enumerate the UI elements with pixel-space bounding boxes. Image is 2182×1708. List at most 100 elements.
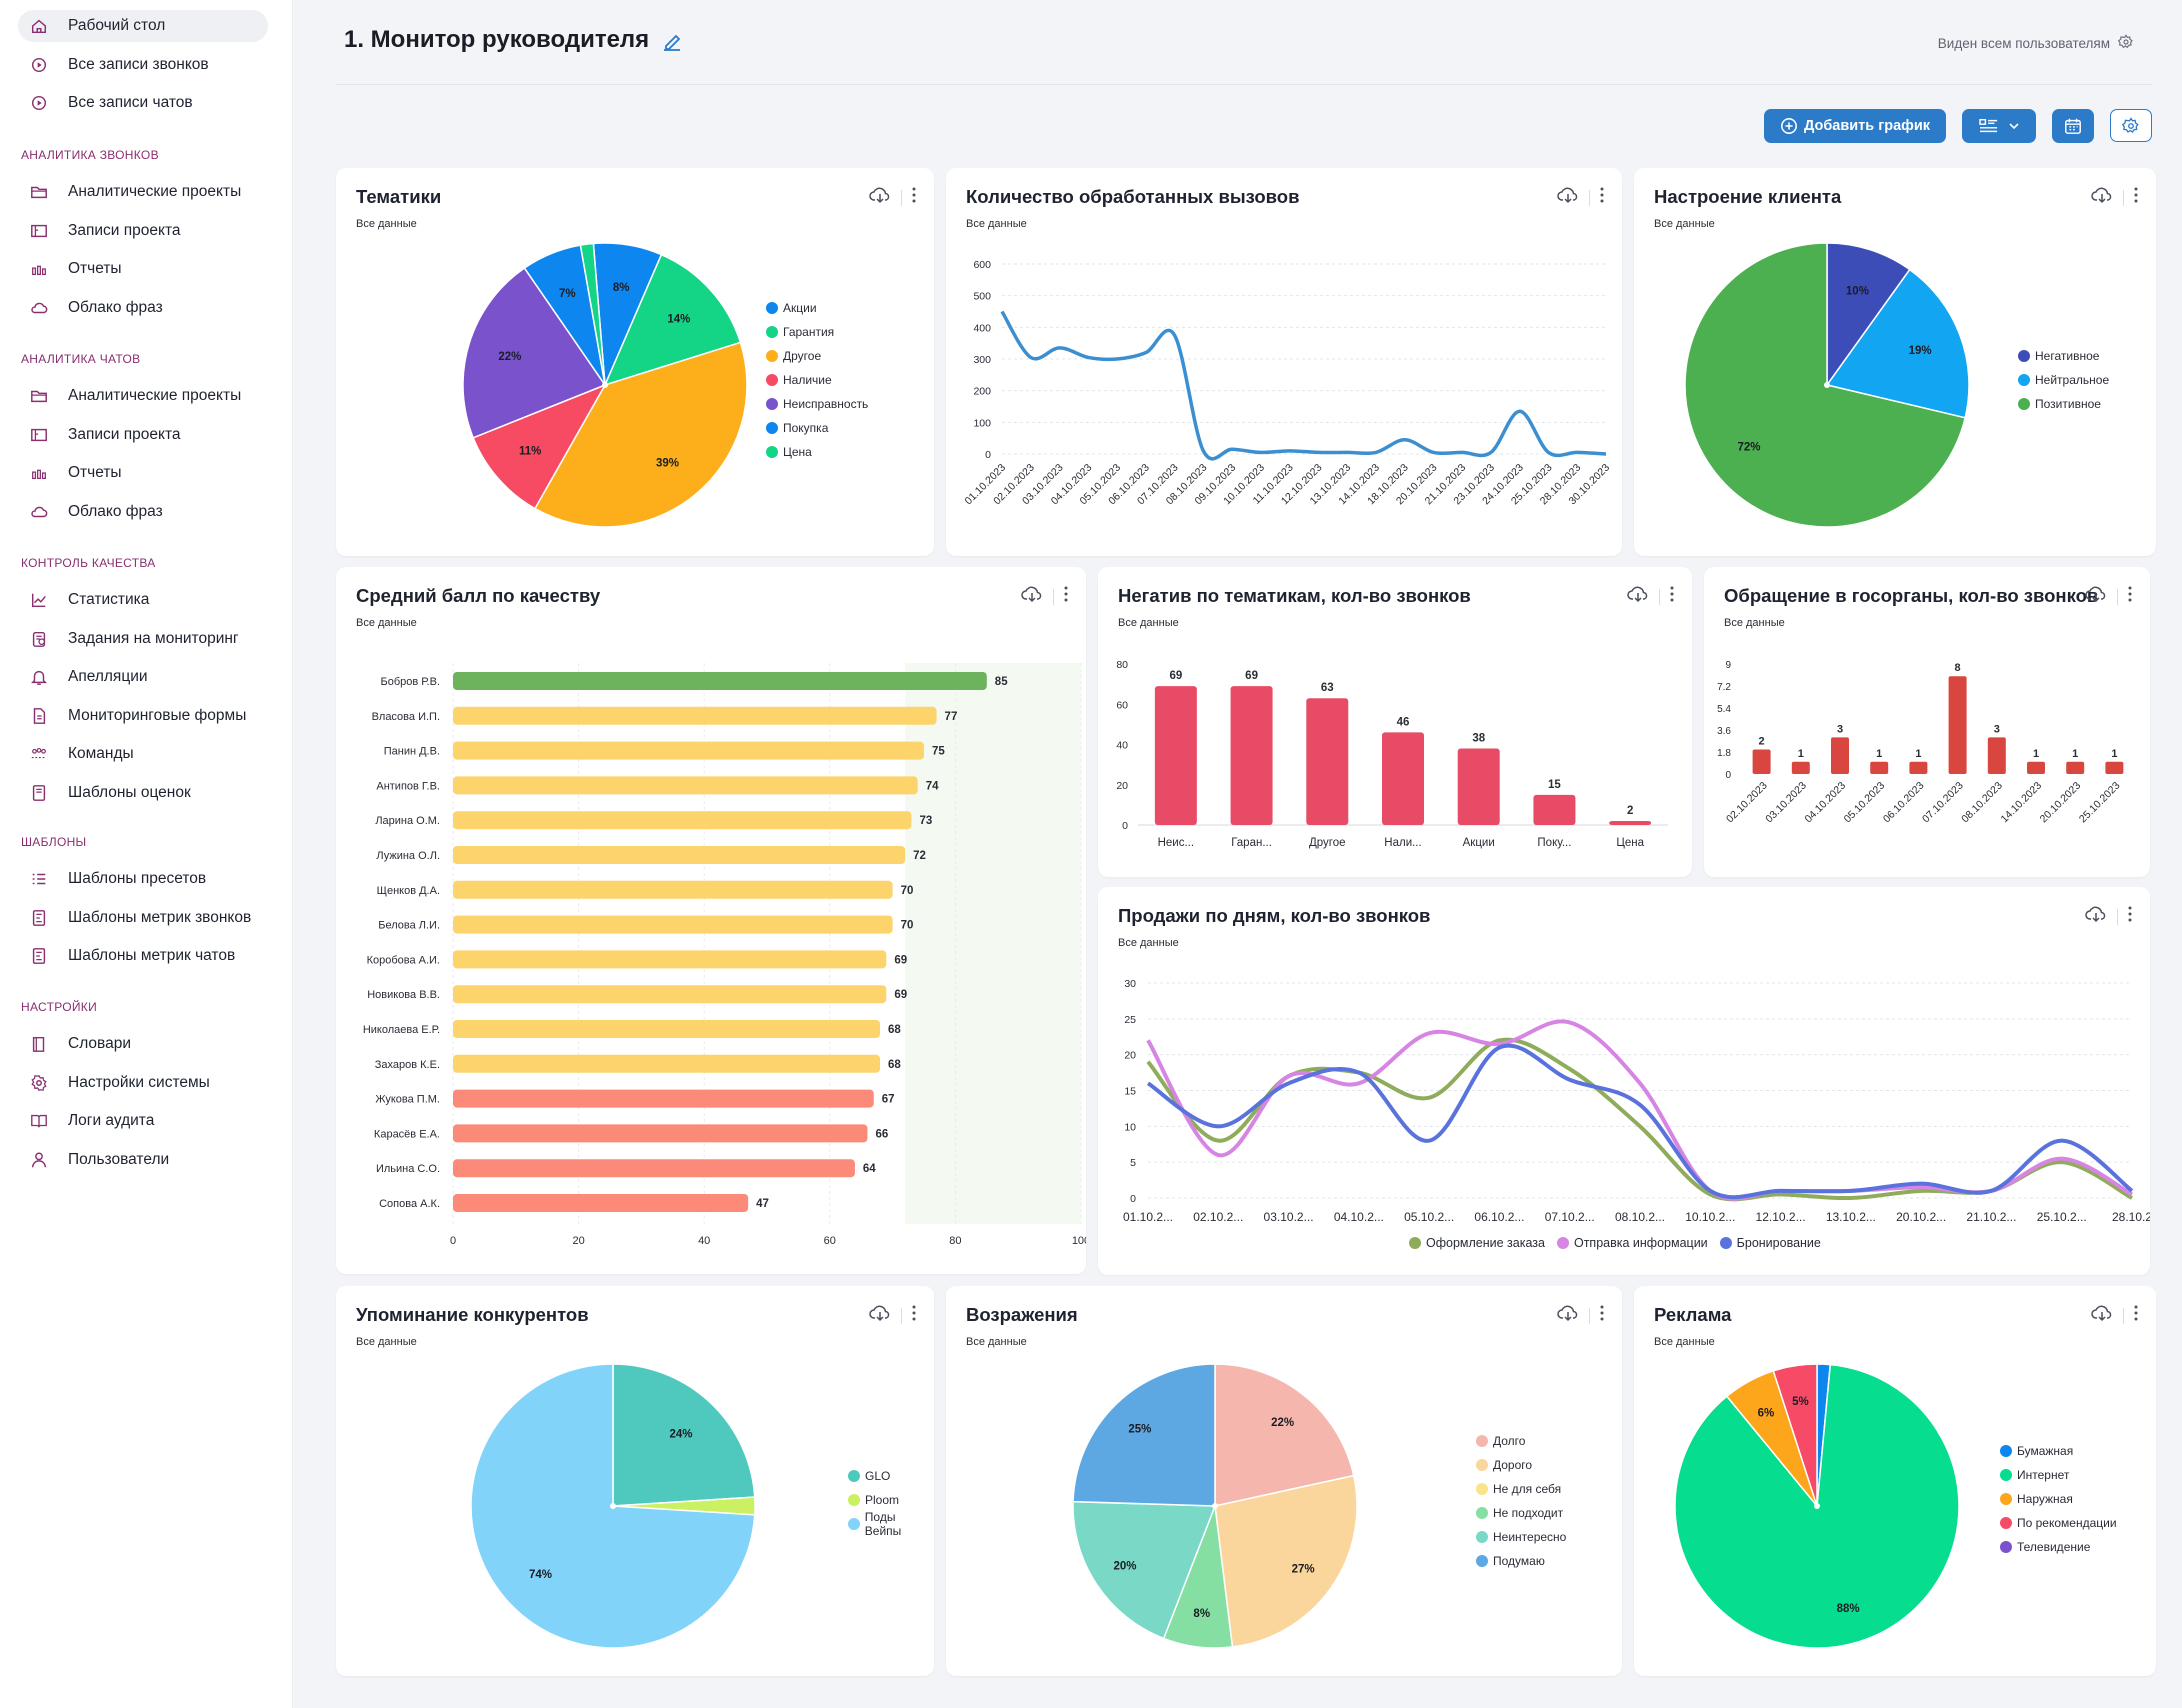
bar[interactable] — [1791, 761, 1810, 774]
sidebar-item[interactable]: Аналитические проекты — [18, 380, 268, 412]
more-menu-icon[interactable] — [912, 1305, 916, 1326]
sidebar-item[interactable]: Шаблоны пресетов — [18, 863, 268, 895]
legend-item[interactable]: Цена — [766, 440, 868, 464]
sidebar-item[interactable]: Словари — [18, 1028, 268, 1060]
pie-slice[interactable] — [579, 242, 606, 386]
legend-item[interactable]: Неинтересно — [1476, 1525, 1566, 1549]
pie-slice[interactable] — [1214, 1363, 1355, 1507]
bar[interactable] — [453, 1159, 855, 1178]
bar[interactable] — [453, 741, 924, 760]
sidebar-item[interactable]: Настройки системы — [18, 1067, 268, 1099]
legend-item[interactable]: По рекомендации — [2000, 1511, 2117, 1535]
sidebar-item[interactable]: Команды — [18, 738, 268, 770]
bar[interactable] — [453, 1124, 868, 1143]
bar[interactable] — [2105, 761, 2124, 774]
bar[interactable] — [1533, 794, 1576, 825]
pie-slice[interactable] — [1072, 1363, 1216, 1507]
legend-item[interactable]: Бронирование — [1719, 1236, 1821, 1250]
sidebar-item[interactable]: Логи аудита — [18, 1105, 268, 1137]
bar[interactable] — [453, 1089, 874, 1108]
sidebar-item[interactable]: Облако фраз — [18, 496, 268, 528]
legend-item[interactable]: Оформление заказа — [1409, 1236, 1545, 1250]
more-menu-icon[interactable] — [2128, 586, 2132, 607]
cloud-download-icon[interactable] — [2091, 1304, 2113, 1327]
bar[interactable] — [1752, 749, 1771, 774]
legend-item[interactable]: Долго — [1476, 1429, 1566, 1453]
legend-item[interactable]: Позитивное — [2018, 392, 2109, 416]
legend-item[interactable]: Подумаю — [1476, 1549, 1566, 1573]
calendar-button[interactable] — [2052, 109, 2094, 143]
legend-item[interactable]: Не для себя — [1476, 1477, 1566, 1501]
pie-slice[interactable] — [1072, 1500, 1217, 1640]
sidebar-item[interactable]: Облако фраз — [18, 292, 268, 324]
bar[interactable] — [1948, 676, 1967, 774]
bar[interactable] — [453, 1054, 881, 1073]
more-menu-icon[interactable] — [2134, 187, 2138, 208]
cloud-download-icon[interactable] — [1557, 186, 1579, 209]
bar[interactable] — [1609, 820, 1652, 825]
more-menu-icon[interactable] — [1064, 586, 1068, 607]
bar[interactable] — [453, 1194, 749, 1212]
gear-icon[interactable] — [2110, 34, 2134, 53]
legend-item[interactable]: Гарантия — [766, 320, 868, 344]
bar[interactable] — [2027, 761, 2045, 774]
pie-slice[interactable] — [533, 341, 748, 528]
sidebar-item[interactable]: Все записи чатов — [18, 87, 268, 119]
pie-slice[interactable] — [1826, 242, 1911, 388]
more-menu-icon[interactable] — [2128, 906, 2132, 927]
legend-item[interactable]: GLO — [848, 1464, 934, 1488]
more-menu-icon[interactable] — [1600, 187, 1604, 208]
sidebar-item[interactable]: Записи проекта — [18, 419, 268, 451]
legend-item[interactable]: Неисправность — [766, 392, 868, 416]
bar[interactable] — [453, 706, 937, 725]
bar[interactable] — [453, 915, 893, 934]
sidebar-item[interactable]: Апелляции — [18, 661, 268, 693]
cloud-download-icon[interactable] — [2091, 186, 2113, 209]
sidebar-item[interactable]: Записи проекта — [18, 215, 268, 247]
sidebar-item[interactable]: Аналитические проекты — [18, 176, 268, 208]
sidebar-item[interactable]: Все записи звонков — [18, 49, 268, 81]
bar[interactable] — [1831, 737, 1849, 774]
legend-item[interactable]: Акции — [766, 296, 868, 320]
bar[interactable] — [1457, 748, 1500, 825]
add-chart-button[interactable]: Добавить график — [1764, 109, 1946, 143]
settings-button[interactable] — [2110, 109, 2152, 142]
legend-item[interactable]: Не подходит — [1476, 1501, 1566, 1525]
pie-slice[interactable] — [472, 383, 607, 510]
legend-item[interactable]: Наружная — [2000, 1487, 2117, 1511]
bar[interactable] — [453, 880, 893, 899]
legend-item[interactable]: Телевидение — [2000, 1535, 2117, 1559]
bar[interactable] — [453, 846, 906, 864]
legend-item[interactable]: Негативное — [2018, 344, 2109, 368]
bar[interactable] — [453, 776, 918, 795]
sidebar-item[interactable]: Шаблоны оценок — [18, 777, 268, 809]
legend-item[interactable]: Наличие — [766, 368, 868, 392]
legend-item[interactable]: Дорого — [1476, 1453, 1566, 1477]
sidebar-item[interactable]: Шаблоны метрик звонков — [18, 902, 268, 934]
pie-slice[interactable] — [462, 267, 607, 439]
legend-item[interactable]: Нейтральное — [2018, 368, 2109, 392]
bar[interactable] — [1154, 686, 1197, 825]
edit-icon[interactable] — [660, 30, 684, 54]
sidebar-item[interactable]: Пользователи — [18, 1144, 268, 1176]
bar[interactable] — [453, 1020, 881, 1038]
line-series[interactable] — [1146, 1019, 2133, 1201]
cloud-download-icon[interactable] — [1021, 585, 1043, 608]
layout-dropdown-button[interactable] — [1962, 109, 2036, 143]
sidebar-item[interactable]: Рабочий стол — [18, 10, 268, 42]
bar[interactable] — [453, 985, 887, 1004]
legend-item[interactable]: Интернет — [2000, 1463, 2117, 1487]
more-menu-icon[interactable] — [1600, 1305, 1604, 1326]
bar[interactable] — [2066, 761, 2085, 774]
pie-slice[interactable] — [612, 1363, 756, 1507]
bar[interactable] — [453, 672, 987, 690]
bar[interactable] — [453, 950, 887, 969]
line-series[interactable] — [1000, 310, 1607, 461]
legend-item[interactable]: Поды Вейпы — [848, 1510, 934, 1538]
bar[interactable] — [1230, 686, 1273, 825]
cloud-download-icon[interactable] — [1627, 585, 1649, 608]
legend-item[interactable]: Другое — [766, 344, 868, 368]
cloud-download-icon[interactable] — [1557, 1304, 1579, 1327]
cloud-download-icon[interactable] — [2085, 585, 2107, 608]
bar[interactable] — [1870, 761, 1889, 774]
